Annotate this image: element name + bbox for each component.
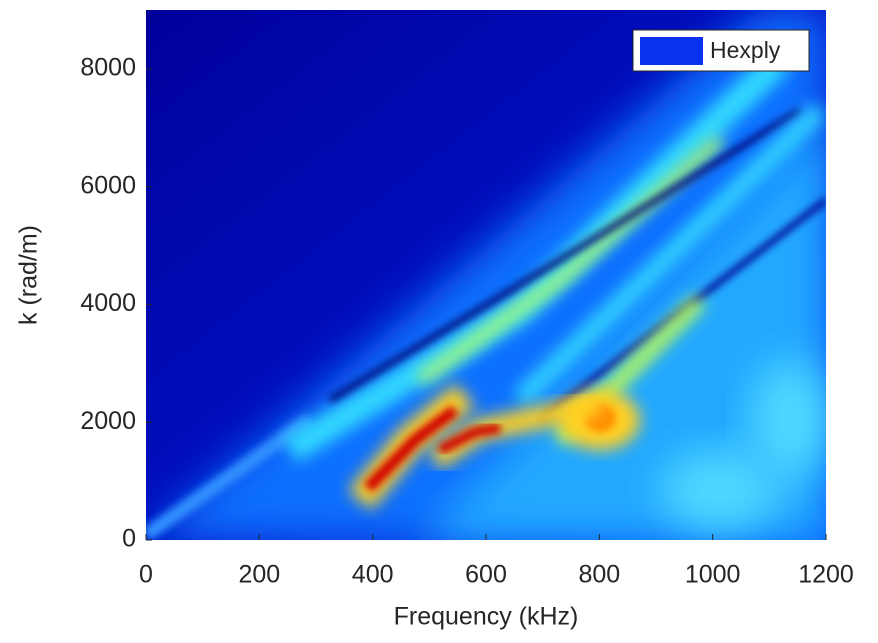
x-tick-label: 1000 (685, 561, 741, 589)
heatmap-blob (660, 450, 780, 530)
y-tick-label: 6000 (80, 171, 136, 199)
x-tick-label: 400 (352, 561, 394, 589)
heatmap-ridge (328, 107, 802, 403)
heatmap-ridge (513, 102, 826, 408)
y-axis-label: k (rad/m) (15, 225, 43, 325)
heatmap-blob (750, 360, 826, 480)
heatmap-ridge (363, 405, 459, 493)
legend-swatch (640, 37, 703, 65)
heatmap-region (420, 120, 826, 540)
heatmap (146, 10, 826, 540)
legend-label: Hexply (710, 37, 781, 63)
x-tick-label: 1200 (798, 561, 854, 589)
x-tick-label: 800 (578, 561, 620, 589)
x-tick-label: 0 (139, 561, 153, 589)
y-tick-label: 0 (122, 525, 136, 553)
y-tick-label: 2000 (80, 407, 136, 435)
heatmap-ridge (146, 414, 315, 540)
x-axis-label: Frequency (kHz) (394, 603, 579, 631)
x-tick-label: 600 (465, 561, 507, 589)
heatmap-ridge (416, 135, 724, 385)
x-tick-label: 200 (238, 561, 280, 589)
y-tick-label: 8000 (80, 53, 136, 81)
axes: 0 200 400 600 800 1000 1200 0 2000 4000 6000 8000 (80, 53, 853, 588)
y-tick-label: 4000 (80, 289, 136, 317)
heatmap-ridge (437, 423, 501, 455)
legend: Hexply (632, 29, 810, 72)
